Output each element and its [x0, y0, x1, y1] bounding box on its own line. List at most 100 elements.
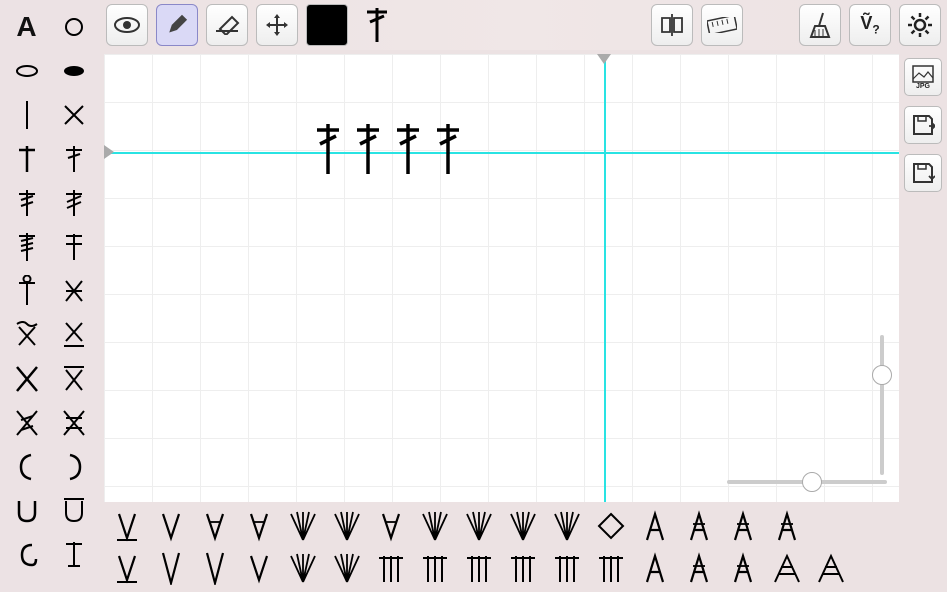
symbol-x-big[interactable] [7, 359, 47, 399]
broom-icon [809, 12, 831, 38]
symbol-fan-max[interactable] [546, 506, 588, 546]
placed-stitch[interactable] [394, 122, 422, 178]
slider-track [880, 335, 884, 475]
symbol-v-tall-bar[interactable] [194, 548, 236, 588]
symbol-fan-dense[interactable] [502, 506, 544, 546]
symbol-tt-heavy[interactable] [546, 548, 588, 588]
symbol-tt[interactable] [370, 548, 412, 588]
slider-thumb[interactable] [802, 472, 822, 492]
left-symbol-palette: A [0, 0, 100, 592]
visibility-button[interactable] [106, 4, 148, 46]
guide-vertical[interactable] [604, 54, 606, 502]
mirror-button[interactable] [651, 4, 693, 46]
guide-marker-top[interactable] [597, 54, 611, 64]
image-icon [912, 65, 934, 83]
symbol-a-heavy[interactable] [766, 506, 808, 546]
symbol-v-bar[interactable] [194, 506, 236, 546]
symbol-a-double[interactable] [722, 506, 764, 546]
symbol-tt-bar[interactable] [414, 548, 456, 588]
clean-button[interactable] [799, 4, 841, 46]
symbol-t-double[interactable] [7, 183, 47, 223]
symbol-diamond[interactable] [590, 506, 632, 546]
symbol-v-double[interactable] [238, 506, 280, 546]
symbol-v-spread[interactable] [238, 548, 280, 588]
grid-background [104, 54, 899, 502]
symbol-u-cross[interactable] [54, 491, 94, 531]
symbol-a-wide[interactable] [766, 548, 808, 588]
symbol-x-tilde[interactable] [7, 315, 47, 355]
ruler-icon [707, 17, 737, 33]
validate-button[interactable]: Ṽ? [849, 4, 891, 46]
validate-icon: Ṽ? [860, 13, 879, 37]
erase-button[interactable] [206, 4, 248, 46]
move-button[interactable] [256, 4, 298, 46]
symbol-hook-left[interactable] [7, 447, 47, 487]
symbol-fan-low[interactable] [282, 548, 324, 588]
symbol-t-end[interactable] [54, 535, 94, 575]
symbol-t-diag[interactable] [54, 139, 94, 179]
vertical-zoom-slider[interactable] [872, 335, 892, 475]
slider-thumb[interactable] [872, 365, 892, 385]
symbol-fan3[interactable] [282, 506, 324, 546]
symbol-a-mid2[interactable] [722, 548, 764, 588]
symbol-x-cross2[interactable] [54, 403, 94, 443]
symbol-fan4[interactable] [326, 506, 368, 546]
symbol-A[interactable] [634, 506, 676, 546]
symbol-t-triple[interactable] [7, 227, 47, 267]
mirror-icon [659, 12, 685, 38]
canvas[interactable] [104, 54, 899, 502]
symbol-t-diag-double[interactable] [54, 183, 94, 223]
symbol-oval-outline[interactable] [7, 51, 47, 91]
ruler-button[interactable] [701, 4, 743, 46]
floppy-up-icon [911, 113, 935, 137]
current-symbol[interactable] [356, 4, 398, 46]
symbol-a-mid[interactable] [678, 548, 720, 588]
symbol-tt-dense[interactable] [502, 548, 544, 588]
symbol-A[interactable]: A [7, 7, 47, 47]
symbol-oval-fill[interactable] [54, 51, 94, 91]
symbol-t-bar[interactable] [7, 139, 47, 179]
symbol-tt-spread[interactable] [458, 548, 500, 588]
symbol-fan-mid[interactable] [326, 548, 368, 588]
symbol-x-under[interactable] [54, 315, 94, 355]
symbol-bar[interactable] [7, 95, 47, 135]
symbol-circle-outline[interactable] [54, 7, 94, 47]
color-swatch[interactable] [306, 4, 348, 46]
symbol-loop-left[interactable] [7, 535, 47, 575]
symbol-x-diag[interactable] [54, 271, 94, 311]
symbol-tt-max[interactable] [590, 548, 632, 588]
symbol-V[interactable] [150, 506, 192, 546]
jpg-label: JPG [916, 83, 930, 90]
symbol-x-over[interactable] [54, 359, 94, 399]
save-import-button[interactable] [904, 154, 942, 192]
export-jpg-button[interactable]: JPG [904, 58, 942, 96]
guide-horizontal[interactable] [104, 152, 899, 154]
eye-icon [114, 16, 140, 34]
placed-stitch[interactable] [434, 122, 462, 178]
symbol-u-shape[interactable] [7, 491, 47, 531]
horizontal-zoom-slider[interactable] [727, 472, 887, 492]
symbol-a-bar[interactable] [678, 506, 720, 546]
draw-button[interactable] [156, 4, 198, 46]
floppy-down-icon [911, 161, 935, 185]
symbol-v-tall[interactable] [150, 548, 192, 588]
symbol-t-loop[interactable] [7, 271, 47, 311]
symbol-fan-wide[interactable] [458, 506, 500, 546]
symbol-fan-bars[interactable] [414, 506, 456, 546]
guide-marker-left[interactable] [104, 145, 114, 159]
symbol-a-full[interactable] [810, 548, 852, 588]
symbol-v-triple[interactable] [370, 506, 412, 546]
symbol-x-cross1[interactable] [7, 403, 47, 443]
symbol-x[interactable] [54, 95, 94, 135]
save-export-button[interactable] [904, 106, 942, 144]
symbol-v-low[interactable] [106, 548, 148, 588]
bottom-symbol-palette [100, 502, 947, 592]
symbol-t-cross[interactable] [54, 227, 94, 267]
placed-stitch[interactable] [354, 122, 382, 178]
placed-stitch[interactable] [314, 122, 342, 178]
arrows-icon [265, 13, 289, 37]
settings-button[interactable] [899, 4, 941, 46]
symbol-hook-right[interactable] [54, 447, 94, 487]
symbol-a-low[interactable] [634, 548, 676, 588]
symbol-v-under[interactable] [106, 506, 148, 546]
